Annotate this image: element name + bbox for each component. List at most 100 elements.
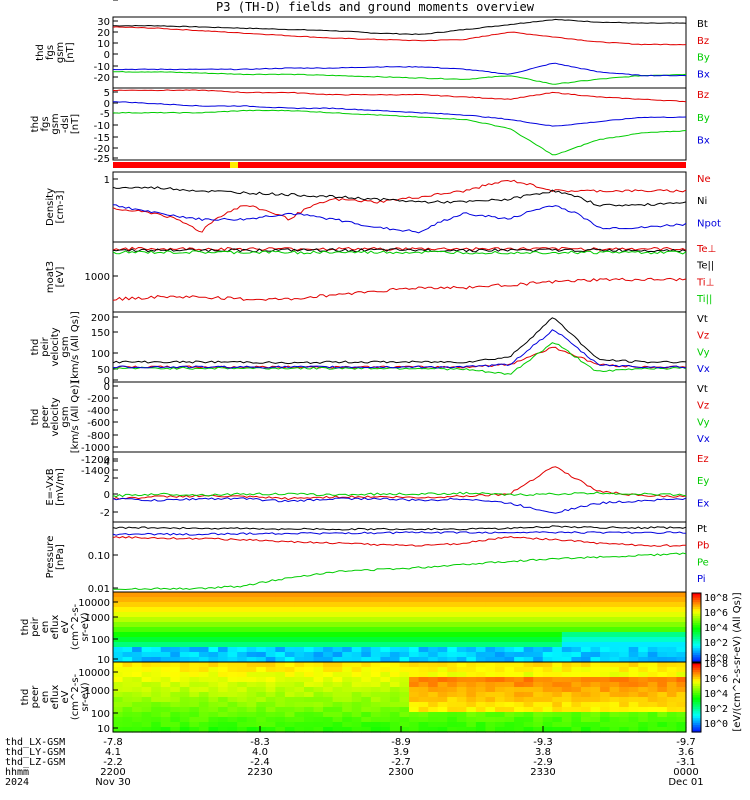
spectrogram-cell <box>380 707 391 713</box>
spectrogram-cell <box>580 717 592 723</box>
spectrogram-cell <box>666 727 678 733</box>
spectrogram-cell <box>370 622 381 628</box>
spectrogram-cell <box>475 632 487 638</box>
spectrogram-cell <box>332 657 343 663</box>
spectrogram-cell <box>313 622 324 628</box>
spectrogram-cell <box>609 682 620 688</box>
spectrogram-cell <box>237 637 248 643</box>
spectrogram-cell <box>504 597 515 603</box>
spectrogram-cell <box>495 692 506 698</box>
spectrogram-cell <box>514 667 525 673</box>
spectrogram-cell <box>437 682 448 688</box>
spectrogram-cell <box>676 592 687 598</box>
spectrogram-cell <box>571 637 582 643</box>
spectrogram-cell <box>561 632 572 638</box>
spectrogram-cell <box>237 677 248 683</box>
spectrogram-cell <box>237 667 248 673</box>
legend-entry: Pe <box>697 557 709 568</box>
spectrogram-cell <box>399 617 410 623</box>
spectrogram-cell <box>466 707 477 713</box>
spectrogram-cell <box>514 727 525 733</box>
spectrogram-cell <box>409 657 420 663</box>
panel-frame <box>112 451 687 523</box>
spectrogram-cell <box>676 652 687 658</box>
spectrogram-cell <box>485 597 496 603</box>
colorbar-ion <box>692 616 701 619</box>
spectrogram-cell <box>676 637 687 643</box>
spectrogram-cell <box>313 642 324 648</box>
spectrogram-cell <box>170 612 181 618</box>
spectrogram-cell <box>370 687 381 693</box>
spectrogram-cell <box>122 672 133 678</box>
spectrogram-cell <box>179 632 190 638</box>
spectrogram-cell <box>580 617 592 623</box>
x-row-value: -8.9 <box>391 737 411 748</box>
spectrogram-cell <box>466 642 477 648</box>
spectrogram-cell <box>389 697 401 703</box>
spectrogram-cell <box>265 637 276 643</box>
spectrogram-cell <box>409 722 420 728</box>
y-axis-label: (cm^2-s- <box>70 603 81 650</box>
spectrogram-cell <box>237 622 248 628</box>
y-axis-label: moat3 <box>45 261 56 293</box>
spectrogram-cell <box>456 692 467 698</box>
spectrogram-cell <box>189 662 200 668</box>
spectrogram-cell <box>437 727 448 733</box>
spectrogram-cell <box>485 717 496 723</box>
x-row-value: -2.4 <box>250 757 270 768</box>
spectrogram-cell <box>189 647 200 653</box>
spectrogram-cell <box>227 672 238 678</box>
spectrogram-cell <box>113 597 124 603</box>
spectrogram-cell <box>485 632 496 638</box>
spectrogram-cell <box>428 647 439 653</box>
spectrogram-cell <box>590 622 601 628</box>
spectrogram-cell <box>447 697 458 703</box>
spectrogram-cell <box>533 627 544 633</box>
spectrogram-cell <box>418 627 429 633</box>
spectrogram-cell <box>227 692 238 698</box>
spectrogram-cell <box>361 602 372 608</box>
spectrogram-cell <box>514 612 525 618</box>
spectrogram-cell <box>304 627 315 633</box>
spectrogram-cell <box>141 612 152 618</box>
spectrogram-cell <box>676 657 687 663</box>
spectrogram-cell <box>619 637 630 643</box>
spectrogram-cell <box>160 687 171 693</box>
spectrogram-cell <box>313 717 324 723</box>
spectrogram-cell <box>284 667 296 673</box>
spectrogram-cell <box>141 622 152 628</box>
spectrogram-cell <box>227 647 238 653</box>
series-line <box>112 525 687 531</box>
spectrogram-cell <box>284 662 296 668</box>
spectrogram-cell <box>600 637 611 643</box>
spectrogram-cell <box>619 682 630 688</box>
x-row-value: 0000 <box>673 767 698 778</box>
y-axis-label: velocity <box>50 397 61 436</box>
spectrogram-cell <box>456 642 467 648</box>
spectrogram-cell <box>676 632 687 638</box>
spectrogram-cell <box>495 682 506 688</box>
spectrogram-cell <box>447 667 458 673</box>
spectrogram-cell <box>571 707 582 713</box>
y-tick-label: 1000 <box>85 272 110 283</box>
spectrogram-cell <box>495 642 506 648</box>
spectrogram-cell <box>466 597 477 603</box>
legend-entry: By <box>697 113 710 124</box>
spectrogram-cell <box>485 667 496 673</box>
legend-entry: Ne <box>697 174 711 185</box>
spectrogram-cell <box>246 632 257 638</box>
colorbar-electron <box>692 704 701 708</box>
spectrogram-cell <box>600 622 611 628</box>
spectrogram-cell <box>218 607 229 613</box>
y-axis-label: thd <box>30 339 41 356</box>
colorbar-ion <box>692 634 701 638</box>
spectrogram-cell <box>542 642 553 648</box>
spectrogram-cell <box>676 647 687 653</box>
spectrogram-cell <box>351 687 362 693</box>
spectrogram-cell <box>227 597 238 603</box>
spectrogram-cell <box>275 662 286 668</box>
spectrogram-cell <box>676 697 687 703</box>
spectrogram-cell <box>475 722 487 728</box>
spectrogram-cell <box>113 677 124 683</box>
spectrogram-cell <box>294 607 305 613</box>
